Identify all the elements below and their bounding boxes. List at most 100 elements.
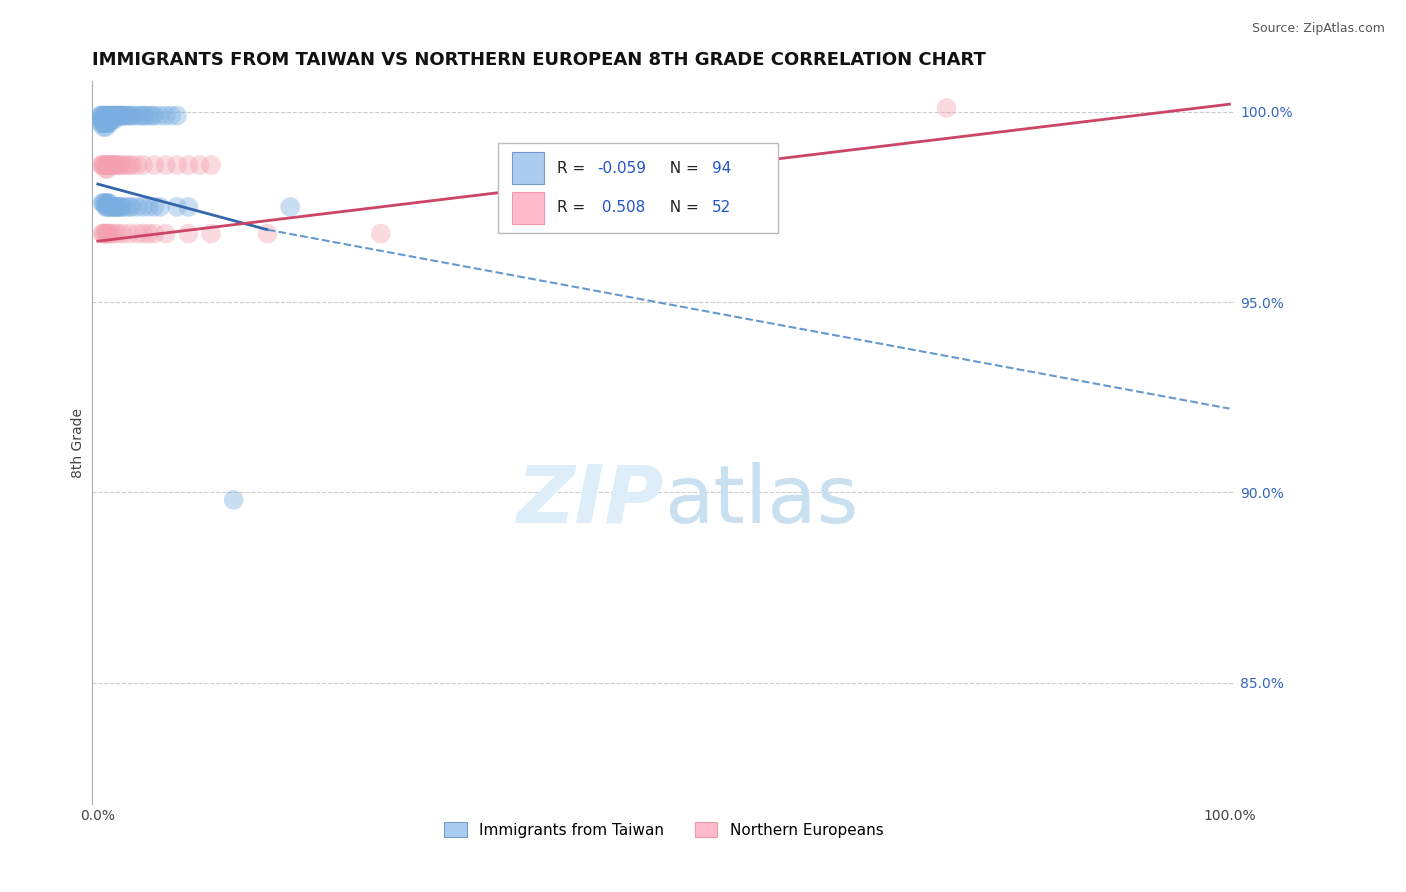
Point <box>155 158 177 172</box>
Point <box>121 158 143 172</box>
Point <box>104 200 127 214</box>
Point <box>141 109 163 123</box>
Text: N =: N = <box>661 161 704 176</box>
Point <box>94 158 117 172</box>
Point <box>118 158 141 172</box>
Point <box>97 158 120 172</box>
Point <box>177 227 200 241</box>
Point <box>104 227 127 241</box>
Point <box>100 158 122 172</box>
Point <box>101 158 124 172</box>
Point <box>129 109 152 123</box>
Point <box>111 227 134 241</box>
Point <box>122 109 145 123</box>
Point <box>104 158 127 172</box>
Text: 0.508: 0.508 <box>598 201 645 215</box>
Point <box>98 196 121 211</box>
Point <box>93 196 115 211</box>
Text: N =: N = <box>661 201 704 215</box>
Bar <box>512 192 544 224</box>
Point <box>166 109 188 123</box>
Point <box>98 200 121 214</box>
Point <box>127 109 149 123</box>
Point <box>91 227 114 241</box>
Point <box>97 200 120 214</box>
Point <box>110 158 132 172</box>
Point <box>138 227 160 241</box>
Point <box>93 112 115 127</box>
Bar <box>512 152 544 185</box>
Text: atlas: atlas <box>664 462 858 540</box>
Point <box>110 200 132 214</box>
Point <box>111 109 134 123</box>
Text: R =: R = <box>557 161 591 176</box>
Point <box>101 200 124 214</box>
Point <box>200 227 222 241</box>
Point <box>138 200 160 214</box>
Point <box>91 109 114 123</box>
Point <box>94 109 117 123</box>
Bar <box>498 143 778 233</box>
Point <box>110 109 132 123</box>
Point <box>155 109 177 123</box>
Point <box>90 112 112 127</box>
Point <box>98 109 121 123</box>
Point <box>143 109 166 123</box>
Point <box>100 200 122 214</box>
Point <box>104 158 127 172</box>
Point <box>93 116 115 130</box>
Point <box>121 109 143 123</box>
Point <box>107 109 129 123</box>
Text: IMMIGRANTS FROM TAIWAN VS NORTHERN EUROPEAN 8TH GRADE CORRELATION CHART: IMMIGRANTS FROM TAIWAN VS NORTHERN EUROP… <box>93 51 986 69</box>
Point <box>94 116 117 130</box>
Point <box>177 158 200 172</box>
Point <box>98 112 121 127</box>
Point <box>96 200 118 214</box>
Point <box>127 200 149 214</box>
Point <box>121 200 143 214</box>
Point <box>93 109 115 123</box>
Point <box>98 109 121 123</box>
Point <box>93 116 115 130</box>
Point <box>97 196 120 211</box>
Point <box>94 227 117 241</box>
Point <box>160 109 183 123</box>
Point <box>94 200 117 214</box>
Point <box>108 200 131 214</box>
Point <box>98 116 121 130</box>
Point <box>132 158 155 172</box>
Point <box>104 200 127 214</box>
Point <box>117 109 139 123</box>
Point <box>91 116 114 130</box>
Point <box>115 200 138 214</box>
Point <box>90 116 112 130</box>
Point <box>370 227 392 241</box>
Point <box>104 112 127 127</box>
Point <box>93 109 115 123</box>
Point <box>91 158 114 172</box>
Point <box>101 109 124 123</box>
Point <box>98 158 121 172</box>
Point <box>149 200 172 214</box>
Point <box>100 112 122 127</box>
Point <box>107 158 129 172</box>
Point <box>96 196 118 211</box>
Point <box>98 227 121 241</box>
Y-axis label: 8th Grade: 8th Grade <box>72 408 86 478</box>
Point <box>96 112 118 127</box>
Point <box>93 158 115 172</box>
Point <box>93 158 115 172</box>
Point <box>89 109 111 123</box>
Point <box>97 112 120 127</box>
Point <box>96 227 118 241</box>
Point <box>118 200 141 214</box>
Point <box>91 112 114 127</box>
Point <box>222 492 245 507</box>
Point <box>188 158 211 172</box>
Point <box>118 227 141 241</box>
Point <box>935 101 957 115</box>
Point <box>166 200 188 214</box>
Point <box>111 200 134 214</box>
Point <box>103 200 125 214</box>
Text: 52: 52 <box>711 201 731 215</box>
